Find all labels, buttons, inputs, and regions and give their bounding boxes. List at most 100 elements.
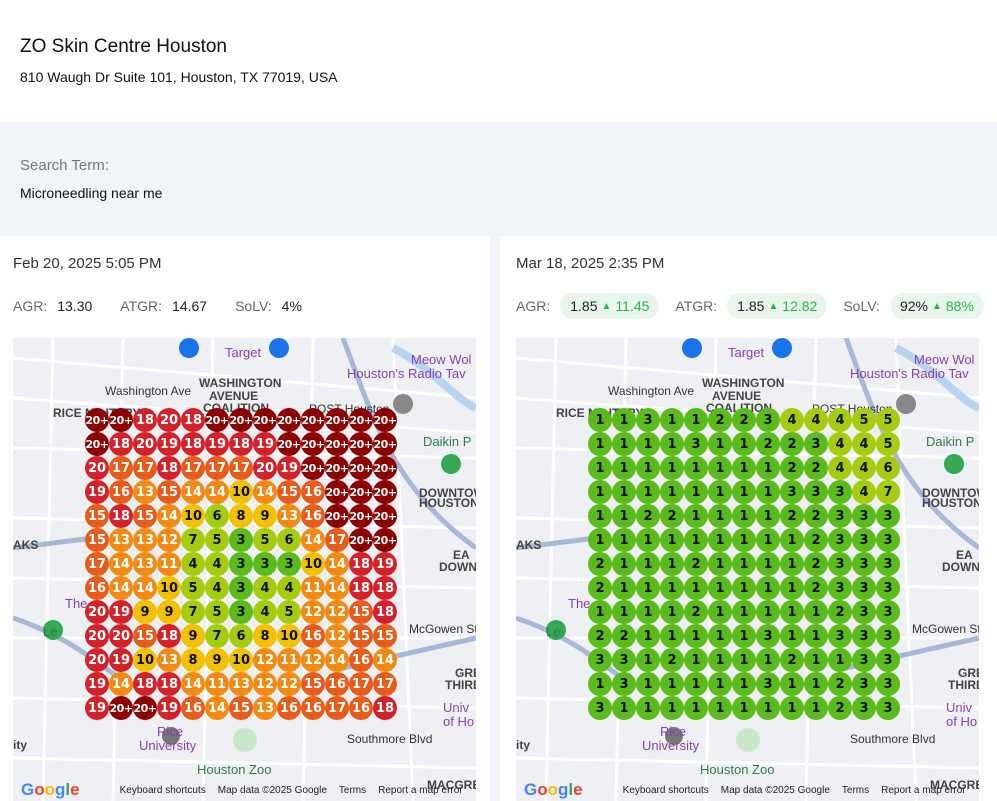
rank-cell[interactable]: 7 (181, 528, 205, 552)
rank-cell[interactable]: 2 (708, 408, 732, 432)
rank-cell[interactable]: 1 (660, 480, 684, 504)
rank-cell[interactable]: 8 (253, 624, 277, 648)
rank-cell[interactable]: 12 (325, 600, 349, 624)
rank-cell[interactable]: 12 (157, 528, 181, 552)
rank-cell[interactable]: 1 (612, 432, 636, 456)
rank-cell[interactable]: 16 (181, 696, 205, 720)
rank-cell[interactable]: 1 (588, 408, 612, 432)
rank-cell[interactable]: 18 (373, 696, 397, 720)
rank-cell[interactable]: 20+ (349, 456, 373, 480)
rank-cell[interactable]: 1 (732, 480, 756, 504)
rank-cell[interactable]: 3 (684, 432, 708, 456)
rank-cell[interactable]: 1 (660, 696, 684, 720)
rank-cell[interactable]: 18 (349, 576, 373, 600)
rank-cell[interactable]: 10 (181, 504, 205, 528)
rank-cell[interactable]: 20+ (85, 408, 109, 432)
rank-cell[interactable]: 1 (804, 696, 828, 720)
rank-cell[interactable]: 1 (708, 600, 732, 624)
rank-cell[interactable]: 20+ (349, 504, 373, 528)
rank-cell[interactable]: 20 (85, 648, 109, 672)
rank-cell[interactable]: 2 (588, 624, 612, 648)
rank-cell[interactable]: 18 (157, 672, 181, 696)
rank-cell[interactable]: 7 (876, 480, 900, 504)
heatmap-map[interactable]: Washington AveWASHINGTONAVENUECOALITIONR… (13, 338, 476, 801)
rank-cell[interactable]: 11 (157, 552, 181, 576)
rank-cell[interactable]: 2 (804, 576, 828, 600)
rank-cell[interactable]: 4 (205, 552, 229, 576)
rank-cell[interactable]: 3 (852, 528, 876, 552)
rank-cell[interactable]: 16 (325, 672, 349, 696)
rank-cell[interactable]: 3 (828, 552, 852, 576)
rank-cell[interactable]: 20+ (373, 504, 397, 528)
rank-cell[interactable]: 1 (684, 576, 708, 600)
rank-cell[interactable]: 12 (325, 624, 349, 648)
rank-cell[interactable]: 3 (876, 528, 900, 552)
rank-cell[interactable]: 11 (205, 672, 229, 696)
rank-cell[interactable]: 3 (876, 600, 900, 624)
rank-cell[interactable]: 14 (181, 480, 205, 504)
rank-cell[interactable]: 1 (732, 600, 756, 624)
rank-cell[interactable]: 18 (373, 600, 397, 624)
rank-cell[interactable]: 14 (325, 552, 349, 576)
rank-cell[interactable]: 1 (612, 600, 636, 624)
rank-cell[interactable]: 1 (804, 600, 828, 624)
rank-cell[interactable]: 1 (756, 600, 780, 624)
rank-cell[interactable]: 10 (157, 576, 181, 600)
rank-cell[interactable]: 2 (804, 456, 828, 480)
rank-cell[interactable]: 3 (828, 576, 852, 600)
rank-cell[interactable]: 3 (828, 504, 852, 528)
rank-cell[interactable]: 17 (229, 456, 253, 480)
rank-cell[interactable]: 7 (181, 600, 205, 624)
rank-cell[interactable]: 16 (109, 480, 133, 504)
rank-cell[interactable]: 20+ (229, 408, 253, 432)
keyboard-shortcuts-link[interactable]: Keyboard shortcuts (119, 784, 206, 796)
rank-cell[interactable]: 3 (828, 480, 852, 504)
rank-cell[interactable]: 1 (612, 456, 636, 480)
rank-cell[interactable]: 20+ (85, 432, 109, 456)
rank-cell[interactable]: 6 (205, 504, 229, 528)
rank-cell[interactable]: 1 (684, 456, 708, 480)
rank-cell[interactable]: 3 (756, 408, 780, 432)
rank-cell[interactable]: 3 (876, 552, 900, 576)
rank-cell[interactable]: 3 (852, 504, 876, 528)
rank-cell[interactable]: 1 (732, 552, 756, 576)
rank-cell[interactable]: 1 (756, 648, 780, 672)
rank-cell[interactable]: 1 (780, 576, 804, 600)
rank-cell[interactable]: 1 (684, 624, 708, 648)
rank-cell[interactable]: 1 (732, 624, 756, 648)
rank-cell[interactable]: 1 (588, 672, 612, 696)
rank-cell[interactable]: 1 (588, 600, 612, 624)
rank-cell[interactable]: 15 (277, 480, 301, 504)
rank-cell[interactable]: 1 (636, 552, 660, 576)
rank-cell[interactable]: 1 (756, 456, 780, 480)
rank-cell[interactable]: 19 (157, 696, 181, 720)
rank-cell[interactable]: 13 (157, 648, 181, 672)
rank-cell[interactable]: 19 (109, 600, 133, 624)
report-map-error-link[interactable]: Report a map error (378, 784, 463, 796)
rank-cell[interactable]: 4 (780, 408, 804, 432)
rank-cell[interactable]: 1 (660, 456, 684, 480)
rank-cell[interactable]: 1 (780, 552, 804, 576)
rank-cell[interactable]: 20+ (253, 408, 277, 432)
rank-cell[interactable]: 1 (588, 480, 612, 504)
rank-cell[interactable]: 20+ (109, 696, 133, 720)
rank-cell[interactable]: 2 (660, 504, 684, 528)
rank-cell[interactable]: 5 (205, 528, 229, 552)
rank-cell[interactable]: 17 (133, 456, 157, 480)
rank-cell[interactable]: 4 (253, 576, 277, 600)
rank-cell[interactable]: 9 (205, 648, 229, 672)
rank-cell[interactable]: 2 (804, 504, 828, 528)
rank-cell[interactable]: 4 (852, 456, 876, 480)
rank-cell[interactable]: 19 (253, 432, 277, 456)
rank-cell[interactable]: 1 (684, 480, 708, 504)
rank-cell[interactable]: 1 (828, 648, 852, 672)
rank-cell[interactable]: 14 (301, 528, 325, 552)
rank-cell[interactable]: 20+ (325, 480, 349, 504)
rank-cell[interactable]: 3 (229, 528, 253, 552)
rank-cell[interactable]: 1 (732, 504, 756, 528)
rank-cell[interactable]: 20+ (109, 408, 133, 432)
rank-cell[interactable]: 19 (205, 432, 229, 456)
rank-cell[interactable]: 6 (229, 624, 253, 648)
rank-cell[interactable]: 16 (301, 480, 325, 504)
rank-cell[interactable]: 1 (708, 480, 732, 504)
